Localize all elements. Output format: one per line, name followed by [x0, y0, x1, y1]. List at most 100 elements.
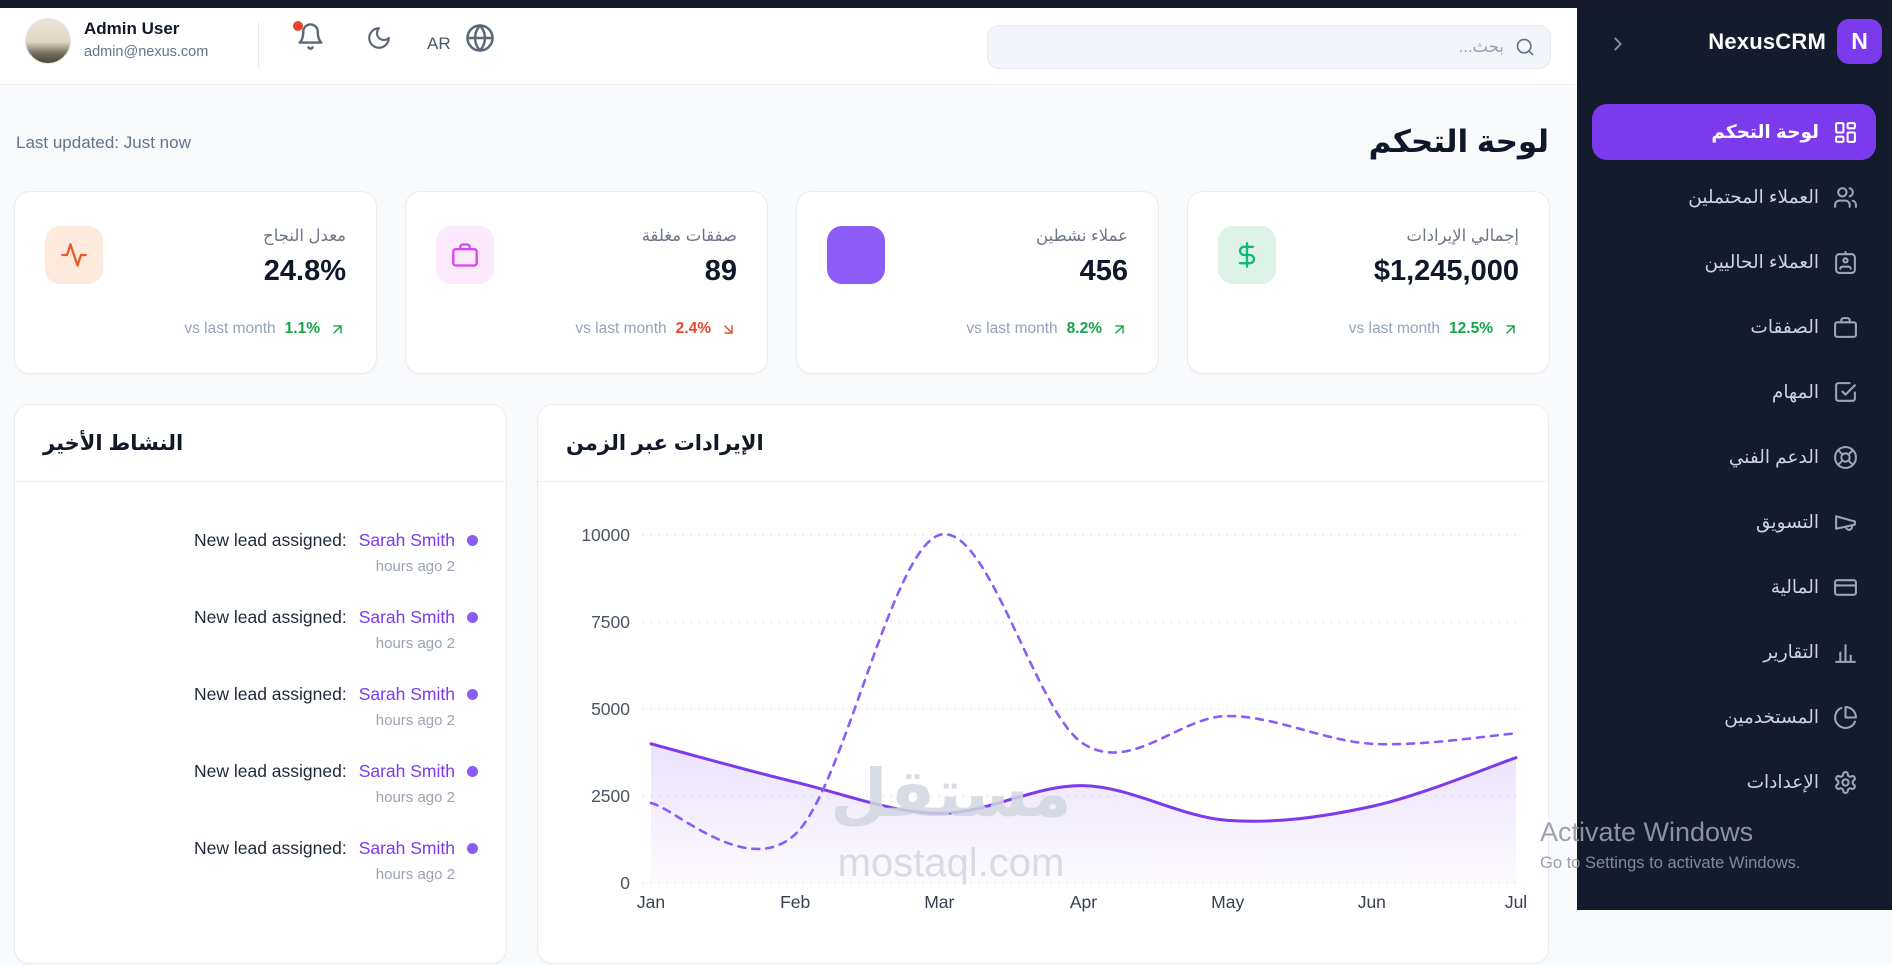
sidebar-item-deals[interactable]: الصفقات — [1592, 299, 1876, 355]
activity-text: New lead assigned: — [193, 684, 347, 704]
svg-text:7500: 7500 — [591, 612, 630, 632]
mostaql-watermark: مستقل mostaql.com — [830, 756, 1071, 885]
sidebar: NexusCRM N لوحة التحكم العملاء المحتملين… — [1577, 0, 1892, 910]
activity-time: hours ago 2 — [375, 635, 455, 652]
stat-compare-label: vs last month — [184, 320, 276, 337]
sidebar-item-support[interactable]: الدعم الفني — [1592, 429, 1876, 485]
sidebar-item-settings[interactable]: الإعدادات — [1592, 754, 1876, 810]
stat-compare: vs last month 2.4% — [575, 320, 737, 338]
search-icon — [1515, 37, 1535, 57]
sidebar-item-label: المستخدمين — [1724, 706, 1819, 727]
language-label[interactable]: AR — [427, 34, 451, 53]
sidebar-item-label: العملاء الحاليين — [1704, 251, 1819, 272]
activity-text: New lead assigned: — [193, 607, 347, 627]
sidebar-collapse-chevron-icon[interactable] — [1607, 33, 1629, 55]
activity-time: hours ago 2 — [375, 712, 455, 729]
svg-text:Jun: Jun — [1358, 892, 1386, 912]
svg-text:0: 0 — [620, 873, 630, 893]
notification-dot — [293, 21, 303, 31]
stat-compare: vs last month 1.1% — [184, 320, 346, 338]
revenue-chart-card: الإيرادات عبر الزمن 0 2500 5000 7500 10000 Ja… — [537, 404, 1549, 964]
arrow-up-right-icon — [1502, 321, 1519, 338]
activity-lead-name[interactable]: Sarah Smith — [358, 607, 455, 627]
sidebar-item-tasks[interactable]: المهام — [1592, 364, 1876, 420]
activity-dot-icon — [467, 535, 478, 546]
avatar[interactable] — [25, 18, 71, 64]
globe-icon[interactable] — [465, 23, 495, 53]
activity-dot-icon — [467, 766, 478, 777]
sidebar-item-leads[interactable]: العملاء المحتملين — [1592, 169, 1876, 225]
topbar: Admin User admin@nexus.com AR — [0, 8, 1577, 85]
chart-title: الإيرادات عبر الزمن — [538, 405, 1548, 482]
notifications-bell-icon[interactable] — [293, 21, 325, 51]
activity-item: New lead assigned: Sarah Smith hours ago… — [43, 838, 478, 883]
stat-card: إجمالي الإيرادات $1,245,000 vs last mont… — [1187, 191, 1550, 374]
sidebar-item-label: المالية — [1770, 576, 1819, 597]
activity-dot-icon — [467, 843, 478, 854]
stat-card: عملاء نشطين 456 vs last month 8.2% — [796, 191, 1159, 374]
sidebar-nav: لوحة التحكم العملاء المحتملين العملاء ال… — [1592, 104, 1876, 819]
stat-compare-label: vs last month — [966, 320, 1058, 337]
dark-mode-moon-icon[interactable] — [366, 25, 392, 51]
activity-list: New lead assigned: Sarah Smith hours ago… — [15, 482, 506, 883]
activity-lead-name[interactable]: Sarah Smith — [358, 761, 455, 781]
brand-logo: N — [1837, 19, 1882, 64]
last-updated-text: Last updated: Just now — [16, 133, 191, 152]
svg-text:Jan: Jan — [637, 892, 665, 912]
svg-text:2500: 2500 — [591, 786, 630, 806]
activity-lead-name[interactable]: Sarah Smith — [358, 684, 455, 704]
dollar-icon — [1218, 226, 1276, 284]
sidebar-item-clients[interactable]: العملاء الحاليين — [1592, 234, 1876, 290]
activity-item: New lead assigned: Sarah Smith hours ago… — [43, 530, 478, 575]
activity-text: New lead assigned: — [193, 838, 347, 858]
sidebar-item-marketing[interactable]: التسويق — [1592, 494, 1876, 550]
svg-text:Mar: Mar — [924, 892, 954, 912]
user-name: Admin User — [84, 19, 180, 38]
clients-icon — [1833, 250, 1858, 275]
activity-text: New lead assigned: — [193, 530, 347, 550]
svg-text:Apr: Apr — [1070, 892, 1097, 912]
activity-title: النشاط الأخير — [15, 405, 506, 482]
stat-label: معدل النجاح — [263, 227, 346, 245]
stat-compare: vs last month 12.5% — [1349, 320, 1519, 338]
activity-item: New lead assigned: Sarah Smith hours ago… — [43, 607, 478, 652]
page-title: لوحة التحكم — [1368, 124, 1549, 159]
brand-name: NexusCRM — [1708, 29, 1826, 54]
reports-icon — [1833, 640, 1858, 665]
activity-lead-name[interactable]: Sarah Smith — [358, 838, 455, 858]
activity-dot-icon — [467, 689, 478, 700]
users-square-icon — [827, 226, 885, 284]
activity-text: New lead assigned: — [193, 761, 347, 781]
revenue-line-chart: 0 2500 5000 7500 10000 Jan Feb Mar Apr May Jun Jul م… — [538, 482, 1550, 965]
settings-icon — [1833, 770, 1858, 795]
activity-lead-name[interactable]: Sarah Smith — [358, 530, 455, 550]
recent-activity-card: النشاط الأخير New lead assigned: Sarah S… — [14, 404, 507, 964]
stat-compare-label: vs last month — [1348, 320, 1441, 337]
users-icon — [1833, 705, 1858, 730]
sidebar-item-finance[interactable]: المالية — [1592, 559, 1876, 615]
arrow-up-right-icon — [329, 321, 346, 338]
stat-change-value: 1.1% — [284, 320, 320, 337]
activity-dot-icon — [467, 612, 478, 623]
sidebar-item-reports[interactable]: التقارير — [1592, 624, 1876, 680]
svg-text:mostaql.com: mostaql.com — [838, 841, 1065, 885]
search-input[interactable] — [987, 25, 1551, 69]
deals-icon — [1833, 315, 1858, 340]
stat-compare-label: vs last month — [575, 320, 667, 337]
activity-time: hours ago 2 — [375, 558, 455, 575]
stat-label: إجمالي الإيرادات — [1406, 227, 1519, 245]
activity-item: New lead assigned: Sarah Smith hours ago… — [43, 761, 478, 806]
activity-time: hours ago 2 — [375, 789, 455, 806]
sidebar-item-users[interactable]: المستخدمين — [1592, 689, 1876, 745]
stat-card: معدل النجاح 24.8% vs last month 1.1% — [14, 191, 377, 374]
support-icon — [1833, 445, 1858, 470]
stat-label: صفقات مغلقة — [641, 227, 737, 245]
stat-change-value: 8.2% — [1066, 320, 1102, 337]
dashboard-icon — [1833, 120, 1858, 145]
stat-label: عملاء نشطين — [1036, 227, 1128, 245]
stats-row: إجمالي الإيرادات $1,245,000 vs last mont… — [14, 191, 1550, 374]
sidebar-item-dashboard[interactable]: لوحة التحكم — [1592, 104, 1876, 160]
arrow-down-right-icon — [720, 321, 737, 338]
svg-text:مستقل: مستقل — [830, 756, 1071, 830]
stat-value: 89 — [704, 255, 737, 287]
